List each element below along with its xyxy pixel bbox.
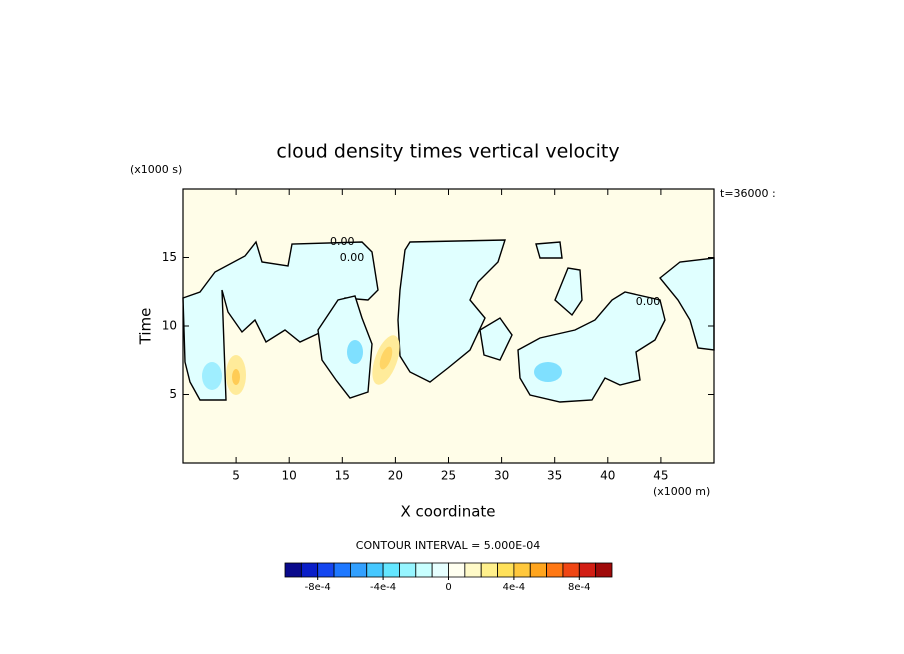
x-unit-label: (x1000 m) — [653, 485, 710, 498]
colorbar-box — [529, 562, 548, 578]
colorbar-box — [448, 562, 466, 578]
y-tick-label: 15 — [162, 250, 177, 264]
contour-label: 0.00 — [340, 251, 365, 264]
y-tick-label: 5 — [169, 387, 177, 401]
colorbar-box — [366, 562, 384, 578]
colorbar-box — [399, 562, 417, 578]
contour-fields — [182, 239, 715, 403]
colorbar-box — [300, 562, 319, 578]
colorbar-box — [349, 562, 368, 578]
colorbar-tick-label: -8e-4 — [305, 582, 331, 593]
contour-region — [479, 317, 513, 361]
chart-title: cloud density times vertical velocity — [276, 141, 619, 163]
colorbar-box — [415, 562, 433, 578]
x-tick-label: 20 — [388, 469, 403, 483]
contour-core — [379, 346, 393, 370]
colorbar-tick-label: -4e-4 — [370, 582, 396, 593]
colorbar-box — [595, 562, 613, 578]
x-axis-label: X coordinate — [400, 503, 495, 521]
colorbar-tick-label: 0 — [445, 582, 451, 593]
x-tick-label: 35 — [547, 469, 562, 483]
contour-region — [397, 239, 506, 383]
contour-core — [202, 362, 222, 390]
contour-core — [232, 369, 240, 385]
contour-region — [554, 267, 583, 317]
x-tick-label: 15 — [335, 469, 350, 483]
colorbar-box — [317, 562, 335, 578]
colorbar-box — [513, 562, 531, 578]
colorbar-box — [464, 562, 482, 578]
colorbar-box — [562, 562, 580, 578]
contour-label: 0.00 — [330, 235, 355, 248]
colorbar-tick-label: 4e-4 — [503, 582, 526, 593]
x-tick-label: 40 — [600, 469, 615, 483]
x-tick-label: 30 — [494, 469, 509, 483]
x-tick-label: 5 — [232, 469, 240, 483]
contour-region — [317, 295, 373, 399]
colorbar-box — [382, 562, 400, 578]
x-tick-label: 45 — [653, 469, 668, 483]
colorbar-box — [333, 562, 351, 578]
y-tick-label: 10 — [162, 319, 177, 333]
time-label: t=36000 : — [720, 187, 776, 200]
colorbar-box — [284, 562, 302, 578]
contour-region — [535, 241, 563, 259]
contour-label: 0.00 — [636, 295, 661, 308]
x-tick-label: 10 — [282, 469, 297, 483]
colorbar-box — [497, 562, 515, 578]
x-tick-label: 25 — [441, 469, 456, 483]
y-unit-label: (x1000 s) — [130, 163, 182, 176]
colorbar-tick-label: 8e-4 — [568, 582, 591, 593]
contour-core — [347, 340, 363, 364]
colorbar-box — [431, 562, 449, 578]
contour-core — [534, 362, 562, 382]
colorbar-box — [546, 562, 564, 578]
y-axis-label: Time — [137, 308, 155, 346]
colorbar-box — [480, 562, 498, 578]
colorbar-box — [578, 562, 597, 578]
contour-interval: CONTOUR INTERVAL = 5.000E-04 — [356, 539, 540, 552]
contour-region — [659, 257, 715, 351]
